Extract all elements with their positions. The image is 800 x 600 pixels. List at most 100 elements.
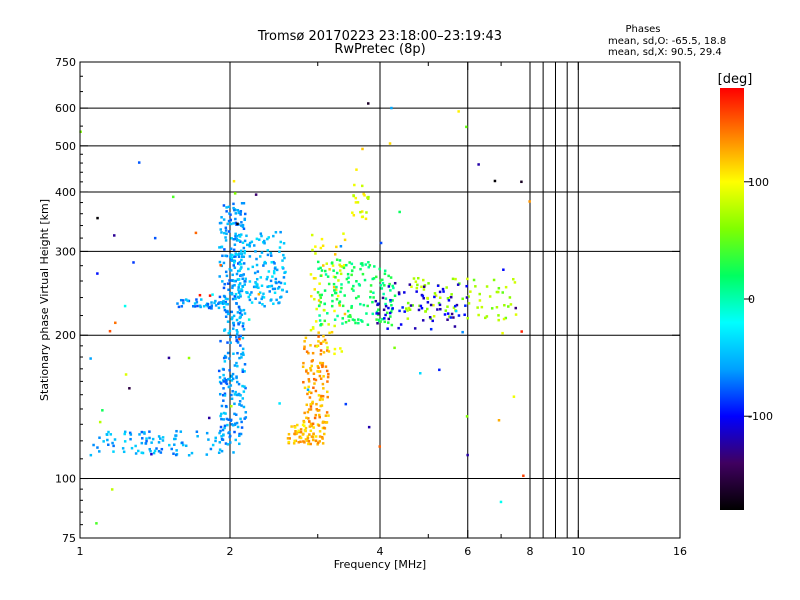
data-point [343,312,347,316]
data-point [222,204,226,207]
data-point [314,378,318,382]
data-point [306,435,310,438]
data-point [509,303,513,306]
data-point [414,280,418,283]
data-point [222,299,225,303]
data-point [261,303,264,306]
data-point [153,236,157,240]
data-point [195,301,199,304]
data-point [369,290,372,293]
data-point [321,382,325,386]
grid-lines [80,62,680,538]
data-point [230,258,233,261]
data-point [337,279,340,282]
data-point [453,325,457,328]
data-point [450,312,454,316]
data-point [335,285,338,289]
data-point [269,254,273,257]
data-point [324,414,328,417]
data-point [238,356,241,360]
data-point [243,239,247,243]
data-point [297,440,301,444]
data-point [234,232,237,236]
data-point [282,242,286,245]
data-point [232,202,235,206]
data-point [332,275,336,278]
data-point [299,430,303,434]
data-point [258,301,261,305]
data-point [316,370,319,373]
data-point [449,316,453,319]
data-point [376,322,379,325]
data-point [302,380,305,384]
data-point [301,433,305,436]
data-point [454,277,457,281]
data-point [232,314,236,318]
data-point [325,369,329,373]
data-point [238,434,241,438]
data-point [314,252,317,255]
data-point [262,264,265,267]
data-point [224,356,228,359]
data-point [357,318,360,321]
data-point [96,272,99,275]
data-point [231,273,234,277]
data-point [367,195,370,199]
data-point [389,315,392,318]
data-point [226,320,230,323]
data-point [528,200,531,203]
data-point [276,287,280,290]
data-point [234,413,238,416]
data-point [318,435,322,438]
data-point [221,302,225,305]
y-tick-label: 300 [55,245,76,258]
data-point [217,302,220,306]
data-point [508,296,512,299]
data-point [314,435,318,438]
data-point [314,320,318,323]
data-point [239,334,242,338]
data-point [242,405,246,409]
data-point [476,306,479,309]
data-point [101,409,104,412]
data-point [232,248,236,252]
data-point [155,447,158,450]
data-point [96,446,99,449]
data-point [343,294,346,297]
data-point [224,270,228,274]
data-point [230,259,234,262]
data-point [278,250,281,253]
data-point [316,364,320,368]
data-point [420,285,423,289]
data-point [426,307,429,311]
data-point [129,433,133,436]
data-point [446,305,449,308]
data-point [343,238,347,242]
data-point [406,301,410,305]
data-point [461,297,464,301]
data-point [123,432,126,436]
data-point [391,299,394,302]
data-point [239,432,243,436]
data-point [354,201,358,204]
data-point [463,313,466,317]
data-point [407,306,411,310]
data-point [410,285,413,288]
data-point [108,329,112,333]
data-point [371,277,374,281]
data-point [326,380,329,383]
data-point [222,399,225,402]
data-point [245,290,248,294]
data-point [242,390,246,393]
data-point [242,262,246,265]
data-point [364,217,368,221]
data-point [227,219,231,223]
data-point [220,412,223,416]
data-point [228,434,232,438]
colorbar-tick-label: 0 [748,293,755,306]
data-point [240,224,243,227]
data-point [449,295,453,299]
data-point [317,366,320,370]
data-point [92,443,95,447]
data-point [247,318,251,321]
